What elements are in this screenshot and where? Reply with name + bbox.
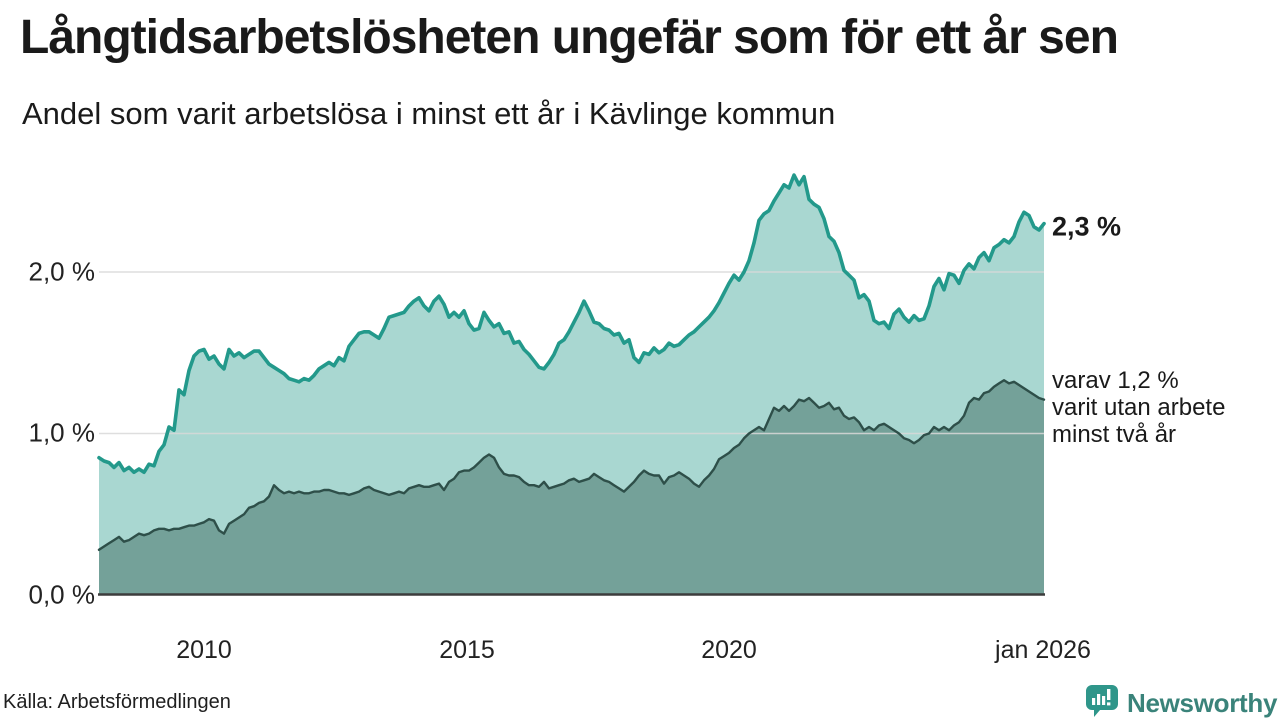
y-axis-tick-label: 2,0 % xyxy=(28,256,96,287)
series-end-value-label: 2,3 % xyxy=(1052,211,1122,242)
brand-logo: Newsworthy xyxy=(1084,683,1277,720)
page-subtitle: Andel som varit arbetslösa i minst ett å… xyxy=(22,96,836,131)
x-axis-tick-label: 2010 xyxy=(176,636,232,664)
series-end-annotation: varav 1,2 % varit utan arbete minst två … xyxy=(1052,367,1225,448)
source-caption: Källa: Arbetsförmedlingen xyxy=(3,691,231,713)
annotation-line: varit utan arbete xyxy=(1052,394,1226,421)
annotation-line: minst två år xyxy=(1052,421,1177,448)
page-title: Långtidsarbetslösheten ungefär som för e… xyxy=(20,11,1119,64)
y-axis-tick-label: 1,0 % xyxy=(28,417,96,448)
bar-chart-speech-bubble-icon xyxy=(1084,683,1120,720)
brand-name: Newsworthy xyxy=(1127,688,1278,718)
y-axis-tick-label: 0,0 % xyxy=(28,579,96,610)
annotation-line: varav 1,2 % xyxy=(1052,367,1179,394)
x-axis-tick-label: 2020 xyxy=(701,636,757,664)
x-axis-tick-label: jan 2026 xyxy=(995,636,1091,664)
x-axis-tick-label: 2015 xyxy=(439,636,495,664)
